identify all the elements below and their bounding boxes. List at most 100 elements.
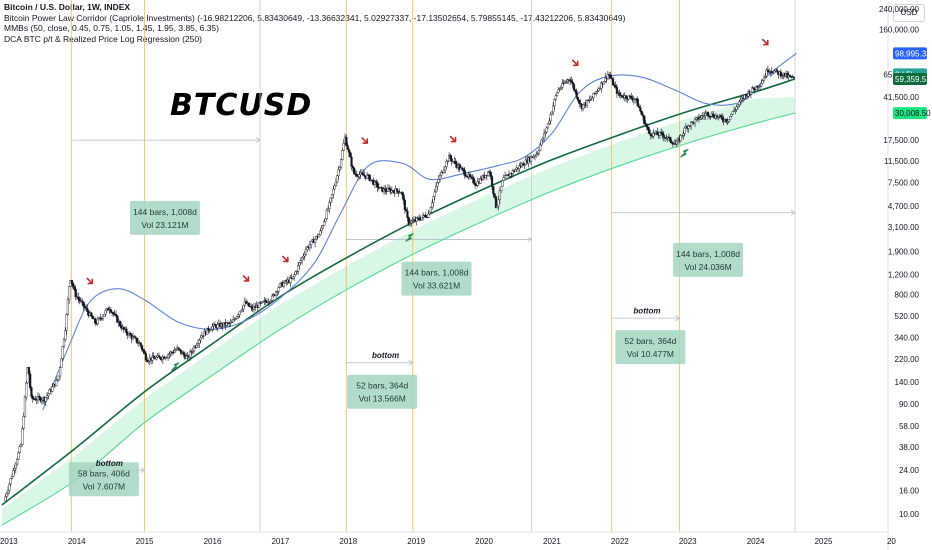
y-tick-label: 41,500.00 xyxy=(883,93,919,102)
legend-indicator-power-law[interactable]: Bitcoin Power Law Corridor (Capriole Inv… xyxy=(4,12,626,23)
candle-body xyxy=(539,144,542,151)
candle-body xyxy=(548,120,551,124)
candle-body xyxy=(559,87,563,90)
candle-body xyxy=(14,463,17,469)
candle-body xyxy=(566,79,569,82)
candle-body xyxy=(570,80,573,83)
candle-body xyxy=(91,315,94,319)
legend-symbol-title: Bitcoin / U.S. Dollar, 1W, INDEX xyxy=(4,2,131,12)
measure-box xyxy=(129,200,200,235)
candle-body xyxy=(252,306,256,310)
candle-body xyxy=(687,125,690,129)
candle-body xyxy=(479,178,482,184)
candle-body xyxy=(73,286,76,290)
candle-body xyxy=(618,92,621,96)
candle-body xyxy=(561,82,564,88)
candle-body xyxy=(282,282,285,287)
candle-body xyxy=(26,367,29,384)
candle-body xyxy=(680,135,684,137)
candle-body xyxy=(261,301,265,303)
candle-body xyxy=(278,283,282,288)
candle-body xyxy=(679,135,682,142)
candle-body xyxy=(293,274,296,277)
candle-body xyxy=(464,175,468,177)
candle-body xyxy=(569,79,572,81)
candle-body xyxy=(300,257,304,261)
candle-body xyxy=(86,308,89,313)
candle-body xyxy=(51,386,54,392)
candle-body xyxy=(317,234,321,238)
x-tick-label: 2016 xyxy=(204,537,222,546)
legend-indicator-dca[interactable]: DCA BTC p/t & Realized Price Log Regress… xyxy=(4,33,202,44)
price-pill-label: 98,995.33 xyxy=(895,49,931,58)
candle-body xyxy=(209,328,213,331)
candle-body xyxy=(295,270,298,273)
candle-body xyxy=(630,96,633,99)
range-arrow-head xyxy=(255,137,261,143)
candle-body xyxy=(496,205,499,208)
candle-body xyxy=(790,75,793,78)
candle-body xyxy=(336,175,339,183)
candle-body xyxy=(35,399,38,401)
candle-body xyxy=(70,280,73,284)
candle-body xyxy=(62,339,66,347)
candle-body xyxy=(58,367,62,377)
candle-body xyxy=(706,111,710,117)
y-tick-label: 24.00 xyxy=(899,466,920,475)
candle-body xyxy=(189,351,192,358)
y-tick-label: 7,500.00 xyxy=(888,179,920,188)
y-tick-label: 58.00 xyxy=(899,422,920,431)
candle-body xyxy=(22,416,25,429)
candle-body xyxy=(303,253,306,257)
candle-body xyxy=(47,393,50,396)
y-tick-label: 520.00 xyxy=(895,312,920,321)
candle-body xyxy=(427,213,430,218)
candle-body xyxy=(537,150,540,154)
candle-body xyxy=(195,344,198,348)
candle-body xyxy=(334,181,338,186)
candle-body xyxy=(461,167,464,170)
candle-body xyxy=(529,156,533,162)
candle-body xyxy=(779,71,782,77)
candle-body xyxy=(406,210,409,218)
candle-body xyxy=(571,82,574,85)
candle-body xyxy=(578,100,581,104)
candle-body xyxy=(347,149,351,153)
candle-body xyxy=(489,171,492,177)
measure-bars-label: 52 bars, 364d xyxy=(356,381,408,391)
candle-body xyxy=(200,335,203,339)
candle-body xyxy=(5,493,8,497)
candle-body xyxy=(575,91,578,98)
down-arrow-marker xyxy=(361,137,369,144)
x-tick-label: 2022 xyxy=(611,537,629,546)
candle-body xyxy=(168,353,171,356)
candle-body xyxy=(556,92,559,96)
candle-body xyxy=(207,327,210,331)
candle-body xyxy=(598,88,602,90)
down-arrow-marker xyxy=(449,135,457,143)
candle-body xyxy=(360,172,364,174)
candle-body xyxy=(725,118,728,123)
candle-body xyxy=(182,352,185,355)
candle-body xyxy=(611,78,615,86)
candle-body xyxy=(493,193,496,197)
candle-body xyxy=(353,167,356,174)
candle-body xyxy=(40,399,43,402)
candle-body xyxy=(155,357,158,360)
candle-body xyxy=(324,218,327,222)
candle-body xyxy=(225,322,228,326)
legend-indicator-mmbs[interactable]: MMBs (50, close, 0.45, 0.75, 1.05, 1.45,… xyxy=(4,23,219,34)
down-arrow-marker xyxy=(242,275,250,282)
candle-body xyxy=(652,132,655,137)
candle-body xyxy=(310,240,313,246)
candle-body xyxy=(764,75,767,78)
candle-body xyxy=(17,452,20,460)
currency-selector[interactable]: USD xyxy=(893,4,925,22)
x-tick-label: 2018 xyxy=(339,537,357,546)
candle-body xyxy=(271,295,274,301)
candle-body xyxy=(682,133,685,136)
candle-body xyxy=(434,186,438,193)
candle-body xyxy=(511,170,514,175)
candle-body xyxy=(12,470,15,477)
